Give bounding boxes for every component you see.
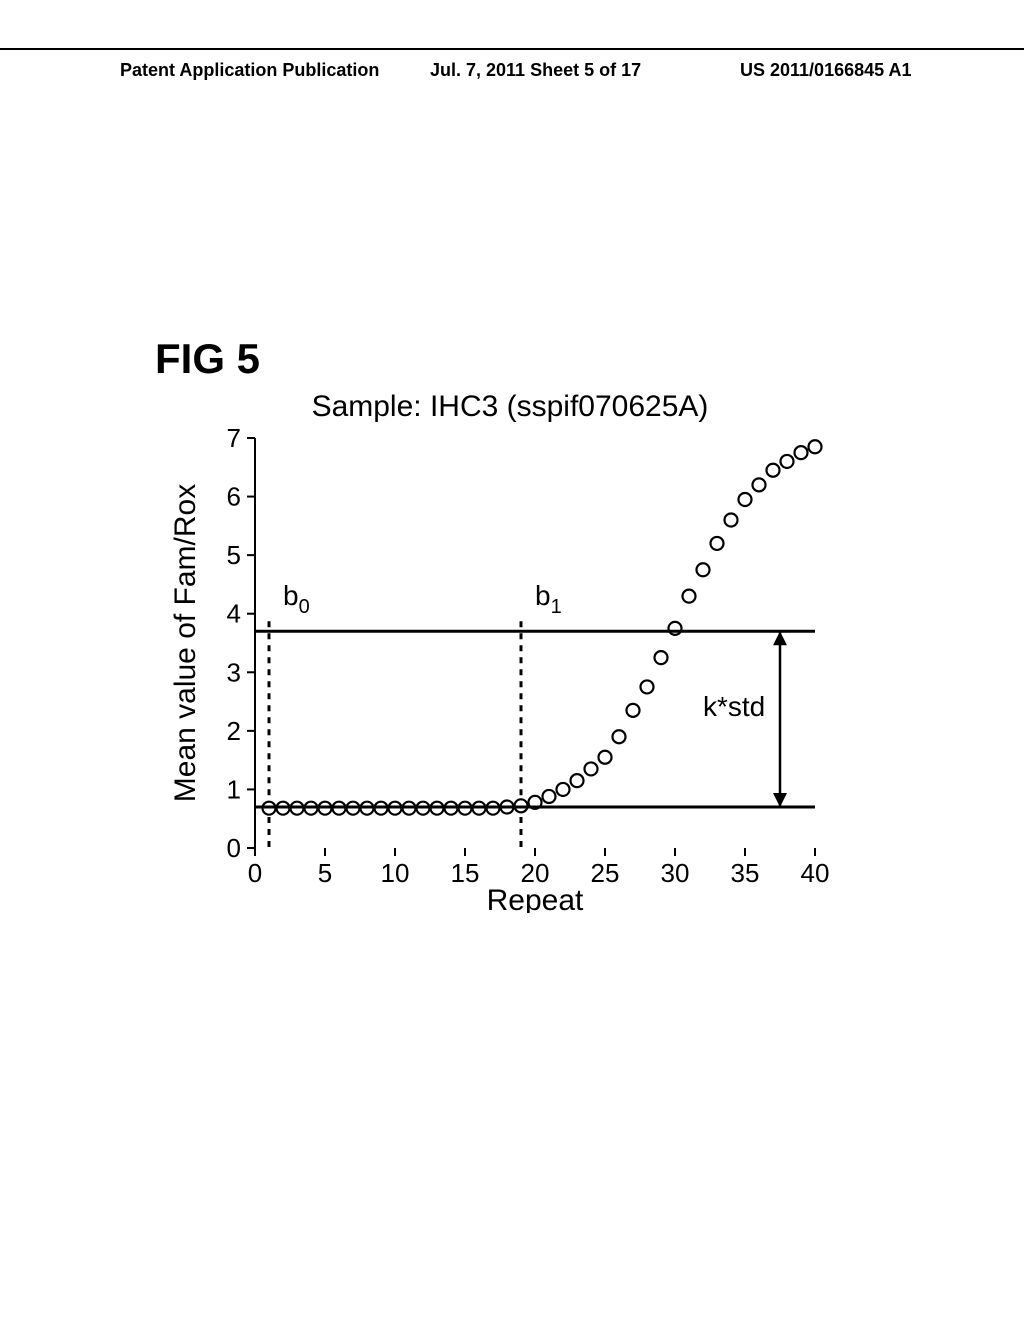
svg-text:10: 10 bbox=[381, 858, 410, 888]
svg-text:0: 0 bbox=[227, 833, 241, 863]
svg-text:Repeat: Repeat bbox=[487, 884, 584, 913]
header-mid: Jul. 7, 2011 Sheet 5 of 17 bbox=[430, 60, 641, 81]
svg-text:0: 0 bbox=[248, 858, 262, 888]
header-right: US 2011/0166845 A1 bbox=[740, 60, 911, 81]
svg-text:b1: b1 bbox=[535, 580, 562, 618]
svg-text:30: 30 bbox=[661, 858, 690, 888]
svg-text:15: 15 bbox=[451, 858, 480, 888]
svg-text:25: 25 bbox=[591, 858, 620, 888]
svg-text:b0: b0 bbox=[283, 580, 310, 618]
svg-text:5: 5 bbox=[318, 858, 332, 888]
chart-title: Sample: IHC3 (sspif070625A) bbox=[150, 390, 870, 424]
scatter-chart: 012345670510152025303540b0b1k*stdRepeatM… bbox=[150, 428, 835, 913]
svg-text:k*std: k*std bbox=[703, 691, 765, 722]
figure-label: FIG 5 bbox=[155, 335, 260, 383]
svg-text:6: 6 bbox=[227, 482, 241, 512]
svg-text:40: 40 bbox=[801, 858, 830, 888]
svg-text:Mean value of Fam/Rox: Mean value of Fam/Rox bbox=[169, 484, 202, 802]
page: Patent Application Publication Jul. 7, 2… bbox=[0, 0, 1024, 1320]
header-rule bbox=[0, 48, 1024, 50]
chart-container: Sample: IHC3 (sspif070625A) 0 1 2 3 4 5 6 7 0 5 10… bbox=[150, 390, 870, 920]
svg-text:5: 5 bbox=[227, 540, 241, 570]
svg-text:4: 4 bbox=[227, 599, 241, 629]
svg-text:7: 7 bbox=[227, 428, 241, 453]
svg-text:2: 2 bbox=[227, 716, 241, 746]
svg-text:1: 1 bbox=[227, 774, 241, 804]
svg-text:3: 3 bbox=[227, 657, 241, 687]
svg-text:35: 35 bbox=[731, 858, 760, 888]
header-left: Patent Application Publication bbox=[120, 60, 379, 81]
